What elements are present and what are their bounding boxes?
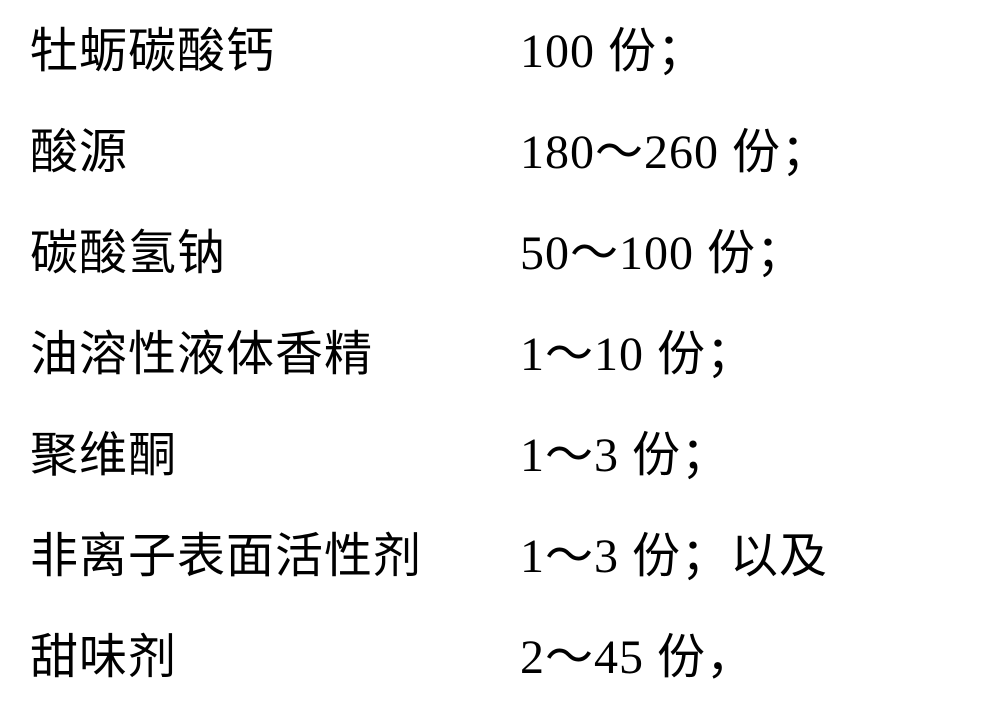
- ingredient-name: 油溶性液体香精: [30, 331, 520, 379]
- list-item: 油溶性液体香精 1～10 份；: [30, 331, 1000, 432]
- ingredient-name: 甜味剂: [30, 634, 520, 682]
- ingredient-amount: 50～100 份；: [520, 230, 805, 278]
- list-item: 非离子表面活性剂 1～3 份；以及: [30, 533, 1000, 634]
- list-item: 酸源 180～260 份；: [30, 129, 1000, 230]
- list-item: 聚维酮 1～3 份；: [30, 432, 1000, 533]
- list-item: 牡蛎碳酸钙 100 份；: [30, 28, 1000, 129]
- ingredient-amount: 180～260 份；: [520, 129, 830, 177]
- ingredient-name: 非离子表面活性剂: [30, 533, 520, 581]
- ingredient-list: 牡蛎碳酸钙 100 份； 酸源 180～260 份； 碳酸氢钠 50～100 份…: [0, 0, 1000, 711]
- ingredient-name: 酸源: [30, 129, 520, 177]
- list-item: 碳酸氢钠 50～100 份；: [30, 230, 1000, 331]
- list-item: 甜味剂 2～45 份，: [30, 634, 1000, 682]
- ingredient-amount: 1～3 份；: [520, 432, 730, 480]
- ingredient-name: 牡蛎碳酸钙: [30, 28, 520, 76]
- ingredient-amount: 2～45 份，: [520, 634, 755, 682]
- ingredient-name: 碳酸氢钠: [30, 230, 520, 278]
- ingredient-amount: 1～10 份；: [520, 331, 755, 379]
- ingredient-name: 聚维酮: [30, 432, 520, 480]
- ingredient-amount: 100 份；: [520, 28, 706, 76]
- ingredient-amount: 1～3 份；以及: [520, 533, 828, 581]
